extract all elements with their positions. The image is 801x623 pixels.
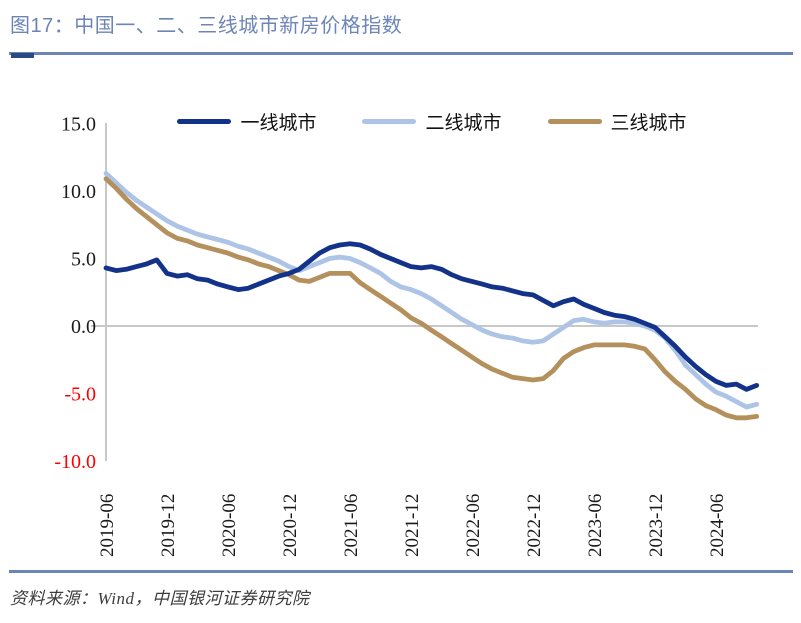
- x-tick-label: 2022-12: [524, 494, 545, 557]
- legend-item-tier1: 一线城市: [177, 108, 316, 135]
- legend-item-tier2: 二线城市: [362, 108, 502, 135]
- x-tick-label: 2020-12: [280, 494, 301, 557]
- source-note: 资料来源：Wind，中国银河证券研究院: [10, 589, 310, 608]
- legend-label-tier2: 二线城市: [425, 113, 502, 134]
- x-tick-label: 2019-12: [158, 494, 179, 557]
- footer-divider: [9, 570, 793, 573]
- y-tick-label: 15.0: [61, 114, 96, 136]
- title-underline: [9, 52, 793, 55]
- legend-swatch-tier3-line: [547, 119, 602, 124]
- legend-label-tier3: 三线城市: [610, 113, 687, 134]
- legend-label-tier1: 一线城市: [240, 113, 317, 134]
- legend-swatch-tier2-line: [362, 119, 417, 124]
- series-line-tier1: [103, 241, 760, 392]
- x-tick-label: 2022-06: [463, 494, 484, 557]
- y-tick-label: -5.0: [64, 384, 96, 406]
- x-tick-label: 2024-06: [707, 494, 728, 557]
- x-tick-label: 2020-06: [219, 494, 240, 557]
- x-tick-label: 2021-06: [341, 494, 362, 557]
- legend-swatch-tier1-line: [177, 119, 232, 124]
- series-line-tier2: [103, 170, 760, 410]
- x-tick-label: 2023-06: [585, 494, 606, 557]
- y-tick-label: -10.0: [54, 451, 96, 473]
- x-tick-label: 2021-12: [402, 494, 423, 557]
- figure-title: 图17：中国一、二、三线城市新房价格指数: [10, 15, 403, 37]
- y-tick-label: 0.0: [71, 316, 96, 338]
- series-line-tier3: [103, 176, 760, 421]
- x-tick-label: 2019-06: [97, 494, 118, 557]
- y-tick-label: 10.0: [61, 181, 96, 203]
- legend: 一线城市 二线城市 三线城市: [106, 108, 758, 135]
- title-underline-accent: [11, 53, 34, 58]
- x-tick-label: 2023-12: [646, 494, 667, 557]
- legend-item-tier3: 三线城市: [547, 108, 687, 135]
- y-tick-label: 5.0: [71, 249, 96, 271]
